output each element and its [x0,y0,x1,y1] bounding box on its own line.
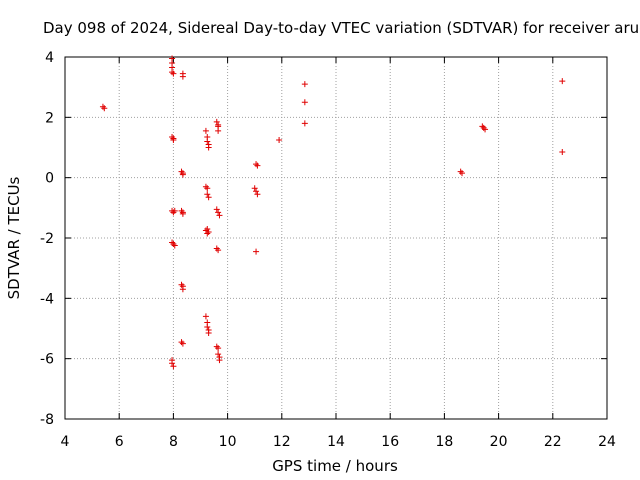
data-point-marker [457,168,464,175]
tick-layer: 4 6 8 10 12 14 16 18 20 22 24-8-6-4-2024 [40,50,616,450]
data-point-marker [205,330,212,337]
data-point-marker [202,183,209,190]
x-tick-label: 24 [598,434,616,450]
data-point-marker [216,212,223,219]
data-point-marker [204,191,211,198]
x-tick-label: 4 [61,434,70,450]
data-point-marker [202,313,209,320]
y-tick-label: 0 [45,171,54,187]
data-point-marker [170,136,177,143]
data-point-marker [480,124,487,131]
data-point-marker [169,239,176,246]
data-point-marker [253,161,260,168]
data-point-marker [178,207,185,214]
x-tick-label: 10 [219,434,237,450]
data-point-marker [213,343,220,350]
data-point-marker [459,170,466,177]
data-point-marker [205,194,212,201]
points-layer [99,55,566,370]
data-point-marker [179,210,186,217]
data-point-marker [170,241,177,248]
x-tick-label: 22 [544,434,562,450]
data-point-marker [301,120,308,127]
x-tick-label: 14 [327,434,345,450]
data-point-marker [253,188,260,195]
data-point-marker [202,127,209,134]
data-point-marker [178,168,185,175]
data-point-marker [170,209,177,216]
data-point-marker [213,118,220,125]
y-tick-label: -4 [40,291,54,307]
y-tick-label: -2 [40,231,54,247]
data-point-marker [171,207,178,214]
data-point-marker [215,247,222,254]
data-point-marker [215,351,222,358]
data-point-marker [482,126,489,133]
data-point-marker [169,360,176,367]
x-tick-label: 18 [435,434,453,450]
data-point-marker [179,171,186,178]
data-point-marker [205,144,212,151]
data-point-marker [559,78,566,85]
data-point-marker [169,69,176,76]
x-tick-label: 20 [490,434,508,450]
data-point-marker [215,209,222,216]
data-point-marker [213,206,220,213]
data-point-marker [213,245,220,252]
y-axis-label: SDTVAR / TECUs [5,176,23,299]
data-point-marker [216,357,223,364]
x-axis-label: GPS time / hours [272,457,398,475]
data-point-marker [171,242,178,249]
data-point-marker [215,127,222,134]
data-point-marker [204,185,211,192]
data-point-marker [99,103,106,110]
data-point-marker [204,138,211,145]
x-tick-label: 16 [381,434,399,450]
data-point-marker [170,70,177,77]
data-point-marker [169,133,176,140]
chart-title: Day 098 of 2024, Sidereal Day-to-day VTE… [43,19,640,37]
data-point-marker [215,345,222,352]
data-point-marker [559,149,566,156]
data-point-marker [178,281,185,288]
data-point-marker [251,185,258,192]
data-point-marker [202,227,209,234]
data-point-marker [254,191,261,198]
grid-layer [65,57,607,419]
y-tick-label: 4 [45,50,54,66]
data-point-marker [253,248,260,255]
data-point-marker [301,81,308,88]
x-tick-label: 12 [273,434,291,450]
data-point-marker [205,228,212,235]
y-tick-label: 2 [45,110,54,126]
x-tick-label: 6 [115,434,124,450]
data-point-marker [254,162,261,169]
data-point-marker [101,105,108,112]
y-tick-label: -8 [40,412,54,428]
data-point-marker [479,123,486,130]
y-tick-label: -6 [40,352,54,368]
data-point-marker [204,323,211,330]
data-point-marker [276,136,283,143]
data-point-marker [301,99,308,106]
data-point-marker [204,230,211,237]
data-point-marker [179,73,186,80]
data-point-marker [178,339,185,346]
data-point-marker [179,286,186,293]
data-point-marker [170,363,177,370]
x-tick-label: 8 [169,434,178,450]
data-point-marker [179,340,186,347]
